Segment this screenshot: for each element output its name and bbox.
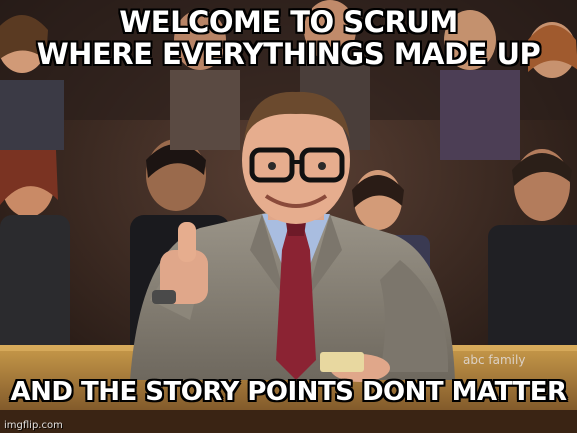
channel-logo: abc family xyxy=(463,353,526,367)
bottom-caption: AND THE STORY POINTS DONT MATTER xyxy=(10,377,567,407)
top-caption: WELCOME TO SCRUM WHERE EVERYTHINGS MADE … xyxy=(0,6,577,71)
imgflip-watermark: imgflip.com xyxy=(4,420,63,431)
top-caption-line-1: WELCOME TO SCRUM xyxy=(119,5,458,39)
host-figure xyxy=(130,91,455,382)
top-caption-line-2: WHERE EVERYTHINGS MADE UP xyxy=(36,37,541,72)
thumb-up-icon xyxy=(178,222,196,262)
audience-group xyxy=(0,0,577,375)
